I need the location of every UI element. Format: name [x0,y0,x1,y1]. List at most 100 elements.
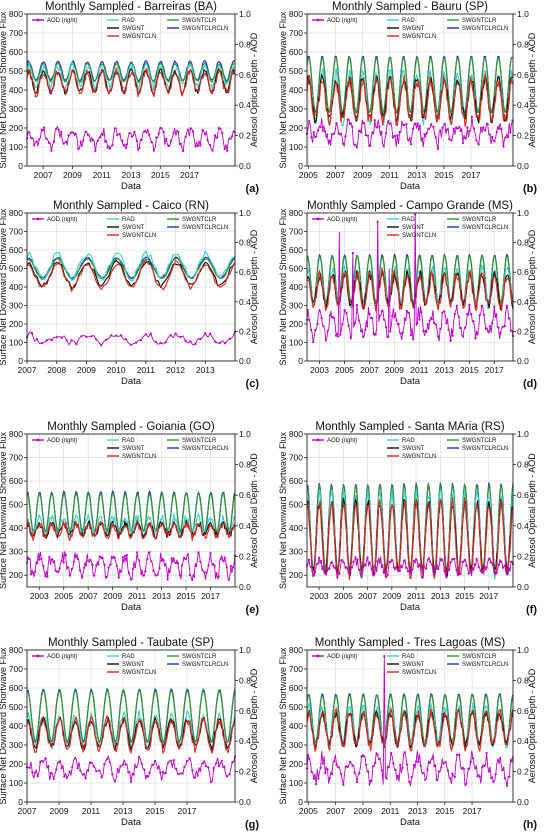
chart-title: Monthly Sampled - Campo Grande (MS) [307,200,513,212]
series-line-aod-right- [306,214,514,343]
aod-point [378,757,381,760]
series-line-swgntcln [306,73,514,128]
aod-point [383,655,386,658]
aod-point [456,753,459,757]
y-tick-label: 100 [9,142,23,152]
aod-point [124,338,128,341]
chart-panel-5: Monthly Sampled - Goiania (GO) 200 300 400 5… [0,421,259,616]
aod-point [101,556,104,559]
y-tick-label: 400 [9,282,23,292]
aod-point [459,572,462,575]
aod-point [471,757,475,760]
aod-point [368,561,371,564]
aod-point [478,775,481,778]
aod-point [316,322,319,326]
aod-point [437,335,440,338]
legend-label: SWGNTCLN [122,454,156,460]
aod-point [477,566,480,569]
aod-point [398,569,401,572]
aod-point [443,310,446,313]
aod-point [366,134,370,137]
y2-tick-label: 0.0 [517,356,529,366]
aod-point [52,140,56,143]
aod-point [366,325,369,328]
aod-point [449,777,452,780]
aod-point [401,766,404,769]
aod-point [464,326,467,329]
aod-point [387,335,390,338]
y2-tick-label: 0.2 [239,767,251,777]
aod-point [148,771,151,774]
y-tick-label: 200 [9,319,23,329]
legend-label: SWGNTCLRCLN [462,662,508,668]
aod-point [167,761,170,764]
aod-point [158,567,161,570]
aod-point [31,571,35,575]
series-line-rad [26,250,236,282]
y2-tick-label: 1.0 [239,429,251,439]
aod-point [30,137,33,140]
x-tick-label: 2013 [152,591,171,601]
aod-point [50,558,53,561]
aod-point [481,766,484,769]
aod-point [451,334,454,337]
aod-point [495,130,498,133]
aod-point [221,132,224,135]
y2-tick-label: 0.6 [239,70,251,80]
aod-point [349,760,352,763]
aod-point [447,328,450,331]
aod-point [78,569,82,572]
legend-label: SWGNTCLRCLN [182,662,228,668]
aod-point [348,571,351,575]
series-line-aod-right- [26,331,236,346]
aod-point [177,773,181,776]
aod-point [376,753,379,756]
aod-point [451,772,454,775]
aod-point [60,336,63,339]
aod-point [421,137,424,140]
chart-panel-7: Monthly Sampled - Taubate (SP) 0 100 200 300… [0,637,259,831]
y2-tick-label: 0.4 [517,736,529,746]
aod-point [170,557,173,560]
aod-point [422,330,425,333]
y-tick-label: 500 [9,702,23,712]
legend-label: SWGNTCLN [402,34,436,40]
aod-point [468,129,471,133]
aod-point [336,576,339,579]
x-tick-label: 2003 [30,591,49,601]
aod-point [93,574,96,577]
aod-point [133,130,136,133]
aod-point [475,139,478,142]
aod-point [443,122,446,125]
x-tick-label: 2011 [82,806,101,816]
aod-point [116,134,119,137]
y2-axis-label: Aerosol Optical Depth - AOD [249,32,259,147]
aod-point [308,757,311,761]
aod-point [89,558,92,562]
aod-point [400,566,403,569]
aod-point [484,327,487,330]
aod-point [324,571,327,574]
aod-point [115,564,118,568]
aod-point [73,757,77,760]
aod-point [397,322,400,325]
aod-point [507,317,510,320]
aod-point [338,572,341,575]
y-tick-label: 500 [9,500,23,510]
x-tick-label: 2011 [407,591,426,601]
aod-point [509,329,512,332]
aod-point [314,571,317,574]
aod-point [103,763,106,766]
aod-point [421,772,425,775]
legend-label: AOD (right) [327,217,357,223]
aod-point [355,146,358,149]
aod-point [469,568,472,572]
aod-point [47,765,50,768]
aod-point [349,337,352,340]
y2-tick-label: 0.4 [517,521,529,531]
aod-point [223,147,226,151]
series-line-swgntcln [26,259,236,292]
aod-point [385,777,388,780]
y2-tick-label: 0.0 [239,356,251,366]
y-tick-label: 300 [9,740,23,750]
